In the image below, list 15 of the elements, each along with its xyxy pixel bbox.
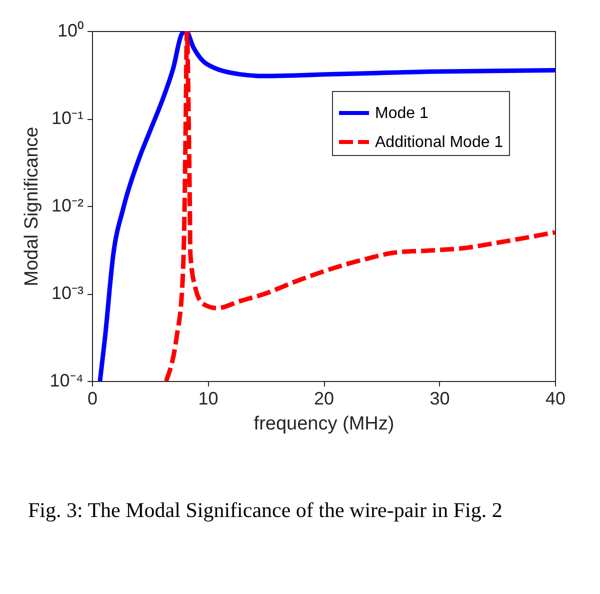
- y-tick-label: 10⁻⁴: [50, 370, 84, 390]
- x-tick-label: 0: [87, 388, 98, 408]
- y-tick-label: 10⁻¹: [51, 108, 84, 128]
- x-tick-label: 30: [430, 388, 450, 408]
- y-axis-title: Modal Significance: [22, 126, 43, 286]
- x-tick-label: 10: [198, 388, 218, 408]
- y-tick-label: 10⁻³: [51, 283, 84, 303]
- legend-label: Additional Mode 1: [375, 134, 504, 151]
- legend-label: Mode 1: [375, 105, 428, 122]
- x-axis-title: frequency (MHz): [254, 414, 394, 434]
- x-tick-label: 40: [545, 388, 566, 408]
- x-tick-label: 20: [314, 388, 334, 408]
- y-tick-label: 10⁻²: [51, 196, 84, 216]
- y-tick-label: 10⁰: [57, 20, 84, 40]
- caption: Fig. 3: The Modal Significance of the wire-pair in Fig. 2: [28, 497, 504, 524]
